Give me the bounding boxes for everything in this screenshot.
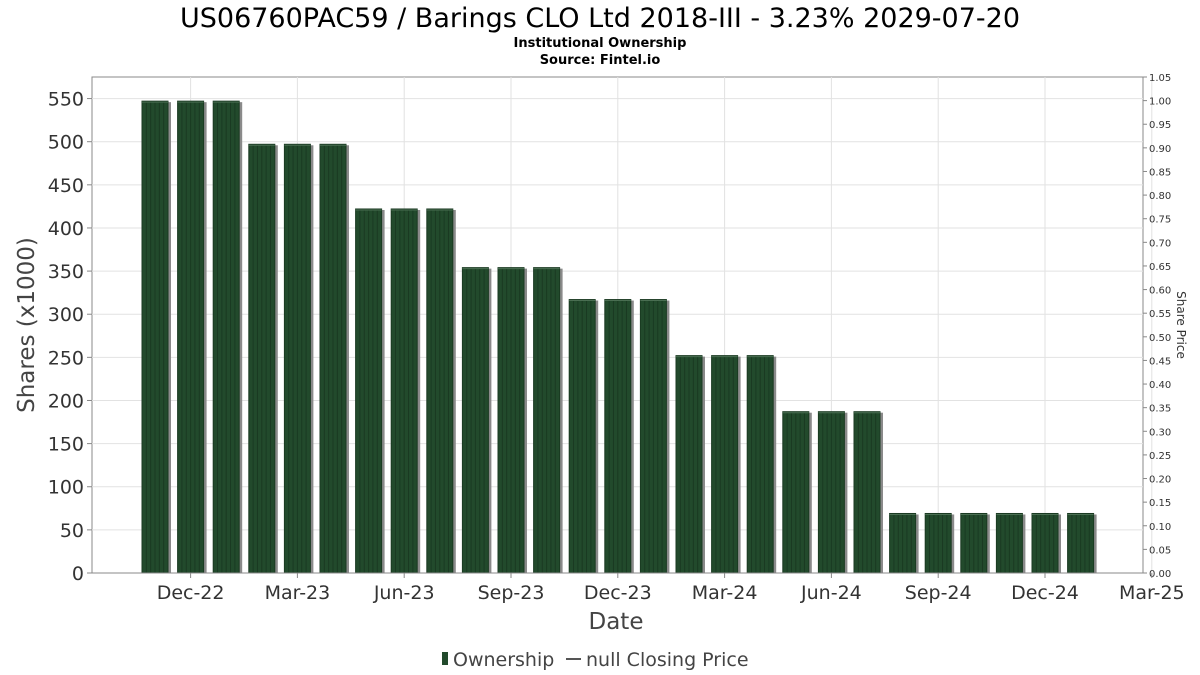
x-tick-label: Mar-24 bbox=[692, 582, 758, 604]
y-tick-label: 50 bbox=[60, 520, 84, 542]
y-tick-label: 550 bbox=[48, 89, 84, 111]
legend: Ownership null Closing Price bbox=[442, 649, 749, 671]
x-tick-label: Mar-25 bbox=[1119, 582, 1185, 604]
y-tick-label: 200 bbox=[48, 390, 84, 412]
y2-tick-label: 0.60 bbox=[1149, 286, 1171, 297]
x-tick-label: Sep-24 bbox=[905, 582, 972, 604]
bars-group bbox=[141, 100, 1097, 574]
y2-tick-label: 0.35 bbox=[1149, 404, 1171, 415]
y2-axis-label: Share Price bbox=[1174, 291, 1188, 359]
y-tick-label: 350 bbox=[48, 261, 84, 283]
x-tick-label: Dec-23 bbox=[584, 582, 652, 604]
x-tick-label: Jun-23 bbox=[373, 582, 435, 604]
y2-tick-label: 1.00 bbox=[1149, 97, 1171, 108]
legend-swatch-ownership bbox=[442, 652, 448, 665]
x-axis-ticks: Dec-22 Mar-23 Jun-23 Sep-23 Dec-23 Mar-24 Jun-… bbox=[157, 573, 1185, 604]
y2-tick-label: 0.30 bbox=[1149, 427, 1171, 438]
legend-label-ownership: Ownership bbox=[453, 649, 554, 671]
x-tick-label: Dec-22 bbox=[157, 582, 225, 604]
y-tick-label: 100 bbox=[48, 477, 84, 499]
y2-tick-label: 0.95 bbox=[1149, 120, 1171, 131]
y2-tick-label: 0.15 bbox=[1149, 498, 1171, 509]
legend-label-price: null Closing Price bbox=[586, 649, 749, 671]
y2-tick-label: 0.80 bbox=[1149, 191, 1171, 202]
y2-tick-label: 1.05 bbox=[1149, 73, 1171, 84]
y2-tick-label: 0.00 bbox=[1149, 569, 1171, 580]
y2-tick-label: 0.65 bbox=[1149, 262, 1171, 273]
x-axis-label: Date bbox=[589, 609, 644, 635]
y2-tick-label: 0.20 bbox=[1149, 475, 1171, 486]
chart-subtitle-line-1: Institutional Ownership bbox=[514, 36, 687, 51]
y2-tick-label: 0.50 bbox=[1149, 333, 1171, 344]
y-axis-ticks: 0 50 100 150 200 250 300 350 400 450 500 550 bbox=[48, 89, 92, 585]
x-tick-label: Dec-24 bbox=[1011, 582, 1079, 604]
y2-tick-label: 0.85 bbox=[1149, 167, 1171, 178]
y2-tick-label: 0.75 bbox=[1149, 215, 1171, 226]
x-tick-label: Jun-24 bbox=[800, 582, 862, 604]
y-tick-label: 300 bbox=[48, 304, 84, 326]
x-tick-label: Mar-23 bbox=[265, 582, 331, 604]
y2-tick-label: 0.55 bbox=[1149, 309, 1171, 320]
y-tick-label: 150 bbox=[48, 434, 84, 456]
y-axis-label: Shares (x1000) bbox=[14, 237, 40, 413]
chart-title: US06760PAC59 / Barings CLO Ltd 2018-III … bbox=[180, 3, 1020, 34]
y2-axis-ticks: 0.00 0.05 0.10 0.15 0.20 0.25 0.30 0.35 0.40 0.45… bbox=[1143, 73, 1171, 580]
y2-tick-label: 0.25 bbox=[1149, 451, 1171, 462]
y-tick-label: 400 bbox=[48, 218, 84, 240]
y2-tick-label: 0.45 bbox=[1149, 356, 1171, 367]
y-tick-label: 0 bbox=[72, 563, 84, 585]
y2-tick-label: 0.70 bbox=[1149, 238, 1171, 249]
y2-tick-label: 0.05 bbox=[1149, 545, 1171, 556]
y-tick-label: 500 bbox=[48, 132, 84, 154]
y-tick-label: 450 bbox=[48, 175, 84, 197]
x-tick-label: Sep-23 bbox=[478, 582, 545, 604]
chart-subtitle-line-2: Source: Fintel.io bbox=[540, 53, 661, 68]
y-tick-label: 250 bbox=[48, 347, 84, 369]
y2-tick-label: 0.40 bbox=[1149, 380, 1171, 391]
y2-tick-label: 0.10 bbox=[1149, 522, 1171, 533]
y2-tick-label: 0.90 bbox=[1149, 144, 1171, 155]
